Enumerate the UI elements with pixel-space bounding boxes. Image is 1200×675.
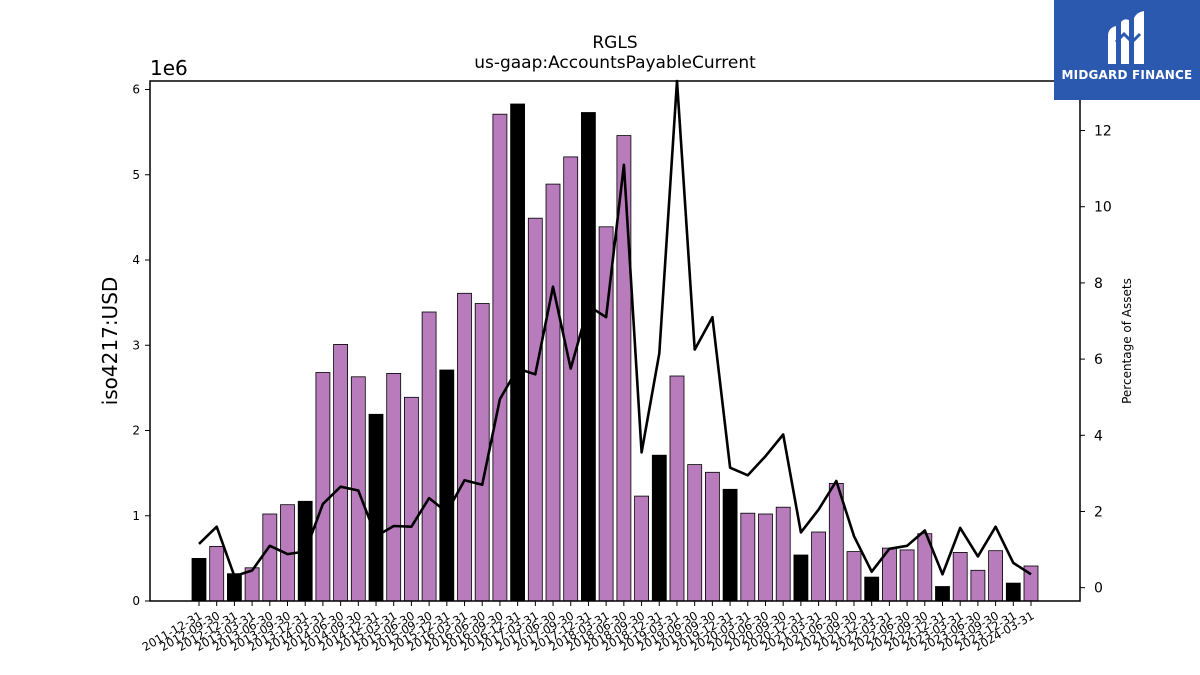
bar — [262, 513, 278, 602]
bar — [988, 550, 1003, 602]
chart-subtitle: us-gaap:AccountsPayableCurrent — [474, 53, 756, 73]
bar — [775, 506, 791, 602]
bar — [687, 464, 703, 602]
bar — [952, 552, 968, 602]
y2-tick-label: 8 — [1094, 276, 1103, 292]
axes-group: 01234560246810122011-12-312012-09-302012… — [132, 83, 1111, 654]
bar — [758, 513, 773, 602]
bar — [740, 512, 756, 602]
bar — [333, 343, 349, 602]
y2-tick-label: 2 — [1094, 504, 1103, 520]
bars-group — [191, 103, 1039, 602]
y-tick-label: 0 — [132, 594, 140, 608]
bar — [828, 482, 844, 602]
bar — [510, 103, 526, 602]
y-tick-label: 4 — [132, 253, 140, 267]
y2-tick-label: 0 — [1094, 581, 1103, 597]
bar — [811, 531, 826, 602]
bar — [581, 112, 596, 602]
bar — [793, 554, 809, 602]
bar — [492, 113, 508, 602]
chart-title: RGLS — [592, 33, 637, 53]
y-tick-label: 1 — [132, 509, 140, 523]
y-multiplier-label: 1e6 — [150, 56, 188, 80]
y2-tick-label: 12 — [1094, 124, 1112, 140]
line-layer — [198, 79, 1032, 578]
bar — [226, 573, 242, 602]
bar — [864, 576, 880, 602]
bar — [527, 217, 543, 602]
y2-tick-label: 6 — [1094, 352, 1103, 368]
bar — [209, 546, 225, 602]
midgard-logo-icon — [1108, 11, 1144, 64]
y-axis-label: iso4217:USD — [98, 277, 122, 406]
bar — [421, 311, 437, 602]
bar — [651, 454, 667, 602]
midgard-logo: MIDGARD FINANCE — [1054, 0, 1200, 100]
bar — [970, 569, 986, 602]
bar — [191, 558, 207, 602]
bar — [439, 369, 455, 602]
y2-axis-label: Percentage of Assets — [1120, 278, 1134, 404]
y2-tick-label: 10 — [1094, 200, 1112, 216]
bar — [474, 303, 490, 602]
bar — [386, 372, 402, 602]
bar — [368, 413, 384, 602]
logo-text: MIDGARD FINANCE — [1061, 68, 1193, 82]
bar — [899, 549, 915, 602]
bar — [315, 372, 331, 602]
y-tick-label: 3 — [132, 338, 140, 352]
bar — [669, 375, 685, 602]
bar — [403, 396, 419, 602]
bar — [846, 551, 862, 602]
bar — [722, 488, 738, 602]
y-tick-label: 2 — [132, 424, 140, 438]
bar — [563, 156, 579, 602]
bar — [634, 495, 649, 602]
bar — [705, 471, 720, 602]
bar — [935, 586, 950, 602]
y-tick-label: 5 — [132, 168, 140, 182]
y2-tick-label: 4 — [1094, 428, 1103, 444]
pct-of-assets-line — [198, 79, 1032, 578]
bar — [545, 183, 561, 602]
plot-frame — [149, 80, 1081, 602]
bar — [1005, 582, 1021, 602]
y-tick-label: 6 — [132, 83, 140, 97]
bar — [457, 292, 472, 602]
